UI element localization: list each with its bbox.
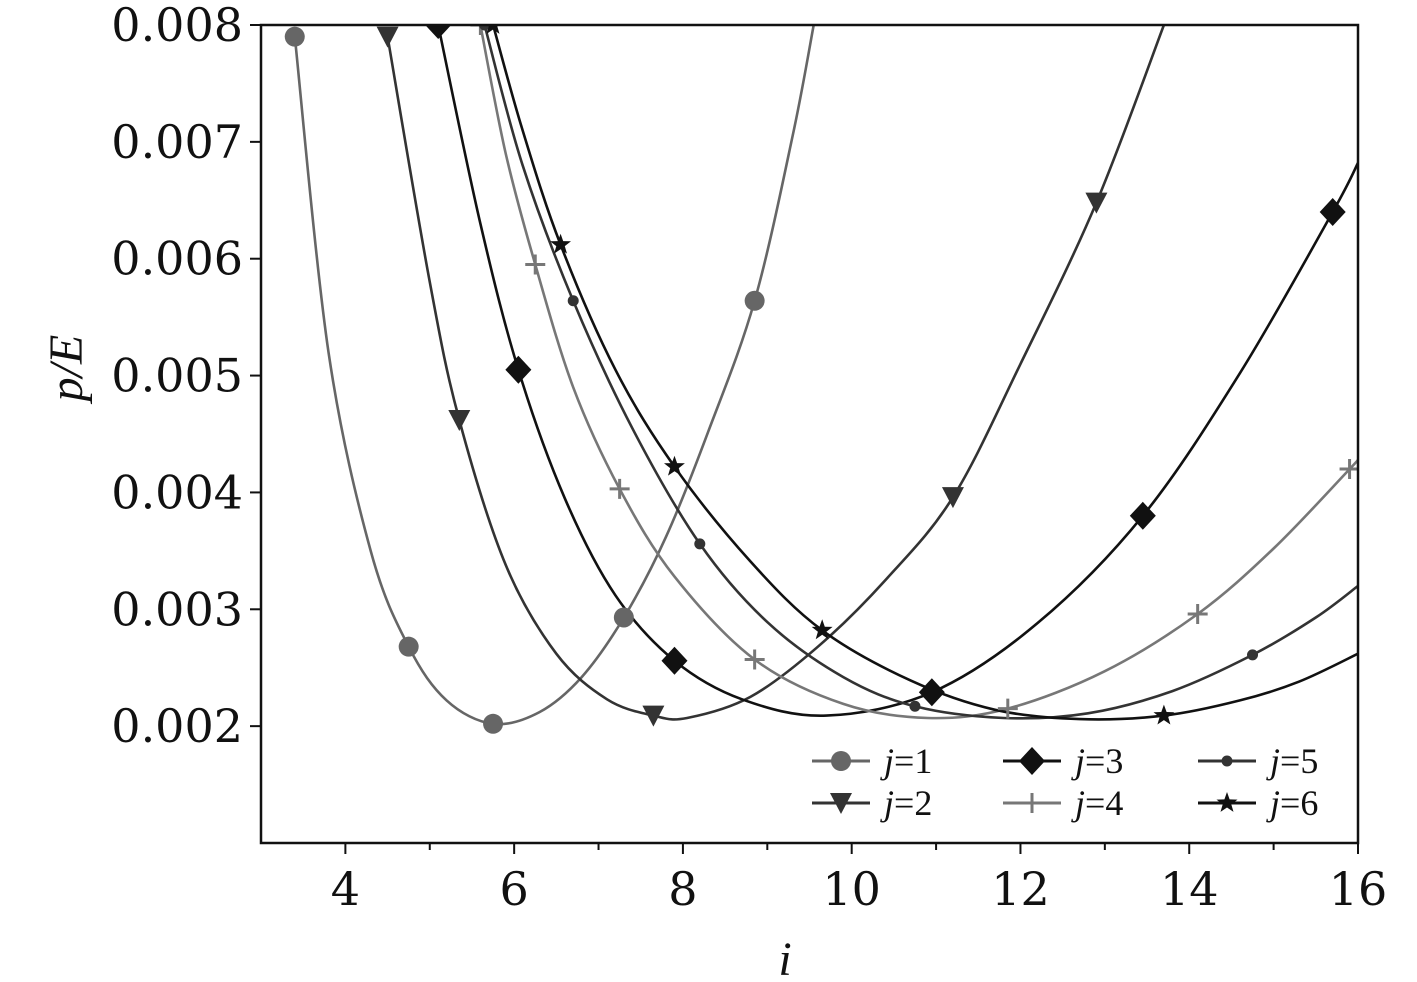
series-line-4 (479, 25, 1358, 720)
series-line-5 (483, 25, 1358, 720)
data-point-series-3 (918, 678, 945, 707)
x-axis: 4 6 8 10 12 14 16 (331, 843, 1388, 916)
y-tick-label: 0.006 (111, 232, 243, 286)
legend-marker (1019, 747, 1045, 775)
data-point-series-2 (642, 705, 665, 727)
y-tick-label: 0.004 (111, 465, 243, 519)
legend-marker (831, 751, 851, 771)
y-axis: 0.002 0.003 0.004 0.005 0.006 0.007 0.008 (111, 0, 261, 753)
data-point-series-4 (609, 478, 630, 499)
data-point-series-2 (376, 26, 399, 48)
data-point-series-6 (664, 455, 685, 476)
data-point-series-4 (470, 25, 491, 35)
data-point-series-2 (448, 409, 471, 431)
data-point-series-5 (567, 295, 579, 307)
data-point-series-1 (398, 636, 419, 657)
legend-marker (830, 793, 852, 814)
data-point-series-3 (425, 25, 452, 39)
markers-layer (284, 25, 1358, 734)
y-axis-label: p/E (40, 335, 93, 405)
y-tick-label: 0.008 (111, 0, 243, 52)
x-tick-label: 6 (500, 862, 529, 916)
x-tick-label: 14 (1160, 862, 1219, 916)
data-point-series-2 (1085, 192, 1108, 214)
x-tick-label: 16 (1329, 862, 1388, 916)
data-point-series-5 (1247, 649, 1259, 661)
data-point-series-3 (505, 355, 532, 384)
x-axis-label: i (778, 933, 791, 982)
legend-label: j=6 (1266, 783, 1318, 823)
data-point-series-5 (479, 25, 491, 31)
data-point-series-4 (997, 698, 1018, 719)
legend-label: j=1 (880, 741, 932, 781)
data-point-series-6 (811, 619, 833, 640)
legend-marker (1216, 792, 1238, 812)
legend-label: j=3 (1071, 741, 1123, 781)
legend-label: j=4 (1071, 783, 1123, 823)
plot-frame (259, 23, 1360, 845)
data-point-series-1 (483, 713, 504, 734)
data-point-series-3 (661, 646, 688, 675)
data-point-series-5 (694, 538, 706, 550)
y-tick-label: 0.005 (111, 349, 243, 403)
legend-label: j=5 (1266, 741, 1318, 781)
y-tick-label: 0.003 (111, 582, 243, 636)
legend-label: j=2 (880, 783, 932, 823)
data-point-series-4 (1339, 459, 1358, 480)
series-line-3 (436, 25, 1358, 717)
data-point-series-1 (284, 26, 305, 47)
data-point-series-6 (1153, 704, 1175, 725)
x-tick-label: 4 (331, 862, 360, 916)
x-tick-label: 8 (668, 862, 697, 916)
legend: j=1j=2 j=3j=4 j=5j=6 (812, 741, 1318, 823)
data-point-series-3 (1319, 197, 1346, 226)
data-point-series-4 (744, 649, 765, 670)
y-tick-label: 0.007 (111, 115, 243, 169)
data-point-series-1 (744, 290, 765, 311)
series-line-1 (293, 25, 815, 726)
data-point-series-3 (1129, 501, 1156, 530)
data-point-series-2 (941, 487, 964, 509)
data-point-series-6 (486, 25, 500, 34)
data-point-series-5 (909, 700, 921, 712)
data-point-series-6 (550, 233, 571, 254)
data-point-series-1 (613, 607, 634, 628)
data-point-series-4 (1187, 603, 1208, 624)
y-tick-label: 0.002 (111, 699, 243, 753)
data-point-series-4 (525, 254, 546, 275)
x-tick-label: 12 (991, 862, 1050, 916)
legend-marker (1221, 755, 1233, 767)
legend-marker (1022, 793, 1042, 813)
x-tick-label: 10 (822, 862, 881, 916)
